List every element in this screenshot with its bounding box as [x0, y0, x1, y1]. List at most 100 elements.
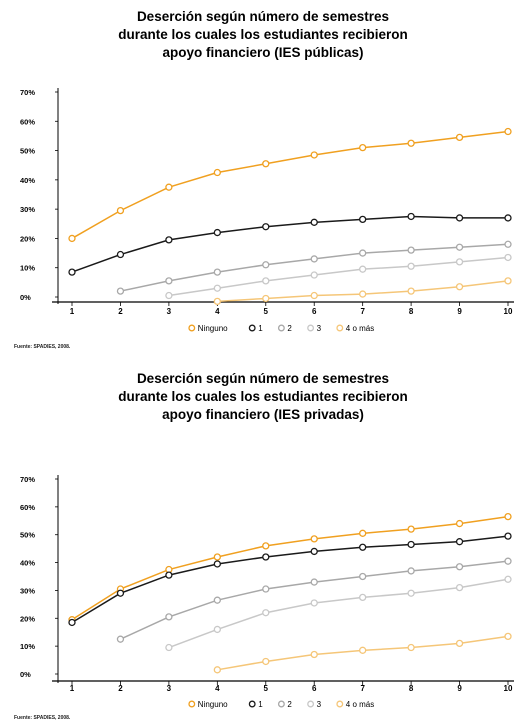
legend-label: Ninguno	[198, 324, 228, 333]
x-tick-label: 6	[312, 307, 317, 316]
data-point	[407, 567, 415, 575]
data-point	[504, 557, 512, 565]
data-point	[455, 243, 464, 251]
chart-publicas: Deserción según número de semestres dura…	[0, 0, 526, 360]
data-point	[165, 183, 173, 191]
data-point	[213, 168, 221, 177]
data-point	[455, 519, 464, 528]
chart-source: Fuente: SPADIES, 2008.	[14, 715, 71, 721]
data-point	[68, 268, 76, 276]
legend-marker	[188, 324, 196, 332]
data-point	[165, 291, 173, 300]
legend-marker	[307, 324, 315, 332]
series-line	[71, 215, 508, 273]
x-tick-label: 2	[118, 684, 123, 693]
data-point	[359, 572, 367, 581]
data-point	[165, 236, 173, 244]
y-tick-label: 10%	[20, 264, 35, 273]
x-tick-label: 9	[457, 307, 462, 316]
y-tick-label: 10%	[20, 642, 35, 651]
data-point	[359, 215, 367, 224]
legend-label: 1	[258, 700, 263, 709]
data-point	[359, 265, 367, 273]
x-tick-label: 3	[167, 684, 172, 693]
data-point	[407, 262, 415, 270]
data-point	[262, 160, 270, 168]
x-tick-label: 7	[360, 307, 365, 316]
legend-label: 4 o más	[346, 324, 374, 333]
data-point	[262, 657, 270, 666]
data-point	[262, 553, 270, 561]
data-point	[504, 240, 512, 248]
data-point	[310, 535, 318, 543]
data-point	[407, 139, 415, 147]
data-point	[310, 578, 318, 586]
y-tick-label: 40%	[20, 176, 35, 185]
chart-title: Deserción según número de semestres dura…	[118, 371, 408, 422]
data-point	[504, 512, 512, 521]
x-tick-label: 3	[167, 307, 172, 316]
data-point	[310, 271, 318, 279]
data-point	[407, 643, 415, 652]
data-point	[310, 291, 318, 300]
y-tick-label: 60%	[20, 117, 35, 126]
data-point	[407, 287, 415, 295]
x-tick-label: 10	[504, 307, 513, 316]
chart-title: Deserción según número de semestres dura…	[118, 9, 408, 60]
data-point	[310, 599, 318, 607]
data-point	[407, 246, 415, 254]
data-point	[262, 542, 270, 550]
legend-label: 4 o más	[346, 700, 374, 709]
legend-marker	[188, 700, 196, 708]
legend-marker	[277, 324, 285, 332]
x-tick-label: 8	[409, 307, 414, 316]
data-point	[262, 277, 270, 285]
data-point	[116, 206, 125, 215]
data-point	[116, 635, 125, 643]
x-tick-label: 7	[360, 684, 365, 693]
legend-label: 1	[258, 324, 263, 333]
series-line	[120, 243, 509, 292]
data-point	[504, 632, 512, 641]
data-point	[262, 609, 270, 617]
x-tick-label: 9	[457, 684, 462, 693]
data-point	[116, 287, 125, 295]
y-tick-label: 20%	[20, 614, 35, 623]
data-point	[455, 538, 464, 546]
data-point	[213, 560, 221, 568]
y-tick-label: 30%	[20, 205, 35, 214]
data-point	[262, 223, 270, 231]
data-point	[359, 543, 367, 551]
y-tick-label: 40%	[20, 559, 35, 568]
data-point	[407, 540, 415, 549]
x-tick-label: 4	[215, 307, 220, 316]
data-point	[310, 547, 318, 556]
legend-marker	[336, 324, 344, 332]
data-point	[213, 553, 221, 561]
x-tick-label: 6	[312, 684, 317, 693]
data-point	[262, 294, 270, 303]
data-point	[504, 532, 512, 540]
series-line	[71, 515, 509, 621]
data-point	[504, 214, 512, 222]
data-point	[213, 666, 221, 674]
legend-label: 2	[287, 324, 292, 333]
data-point	[504, 127, 512, 136]
data-point	[165, 613, 173, 621]
x-tick-label: 5	[264, 307, 269, 316]
data-point	[455, 639, 464, 648]
x-tick-label: 8	[409, 684, 414, 693]
legend-marker	[336, 700, 344, 708]
data-point	[359, 143, 367, 152]
data-point	[359, 290, 367, 298]
data-point	[407, 525, 415, 533]
x-tick-label: 5	[264, 684, 269, 693]
data-point	[407, 212, 415, 221]
data-point	[262, 261, 270, 269]
y-tick-label: 50%	[20, 147, 35, 156]
data-point	[116, 250, 125, 259]
y-tick-label: 70%	[20, 475, 35, 484]
chart-canvas: 0% 10% 20% 30% 40% 50% 60% 70% 1 2 3 4 5 6 7 8 9 10 Ningun…	[20, 88, 514, 333]
legend-label: 3	[317, 324, 322, 333]
data-point	[165, 643, 173, 652]
